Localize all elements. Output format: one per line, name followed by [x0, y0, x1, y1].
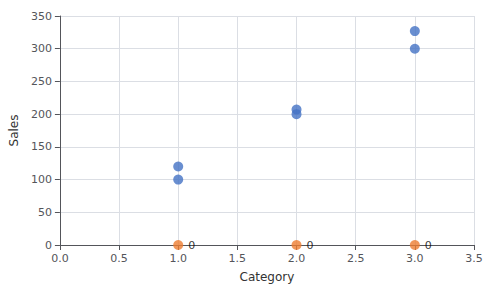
svg-text:300: 300: [31, 42, 52, 55]
svg-text:250: 250: [31, 75, 52, 88]
svg-text:3.5: 3.5: [465, 252, 483, 265]
svg-text:350: 350: [31, 10, 52, 23]
svg-text:50: 50: [38, 206, 52, 219]
svg-text:1.0: 1.0: [169, 252, 187, 265]
svg-text:3.0: 3.0: [406, 252, 424, 265]
svg-text:Category: Category: [240, 270, 295, 284]
svg-text:200: 200: [31, 108, 52, 121]
svg-text:2.5: 2.5: [347, 252, 365, 265]
svg-text:0: 0: [307, 239, 314, 252]
svg-text:0: 0: [425, 239, 432, 252]
svg-text:Sales: Sales: [7, 115, 21, 147]
svg-text:100: 100: [31, 173, 52, 186]
svg-text:0.0: 0.0: [51, 252, 69, 265]
svg-text:0.5: 0.5: [110, 252, 128, 265]
svg-text:1.5: 1.5: [229, 252, 247, 265]
svg-text:0: 0: [45, 239, 52, 252]
svg-text:150: 150: [31, 140, 52, 153]
svg-text:0: 0: [188, 239, 195, 252]
svg-text:2.0: 2.0: [288, 252, 306, 265]
